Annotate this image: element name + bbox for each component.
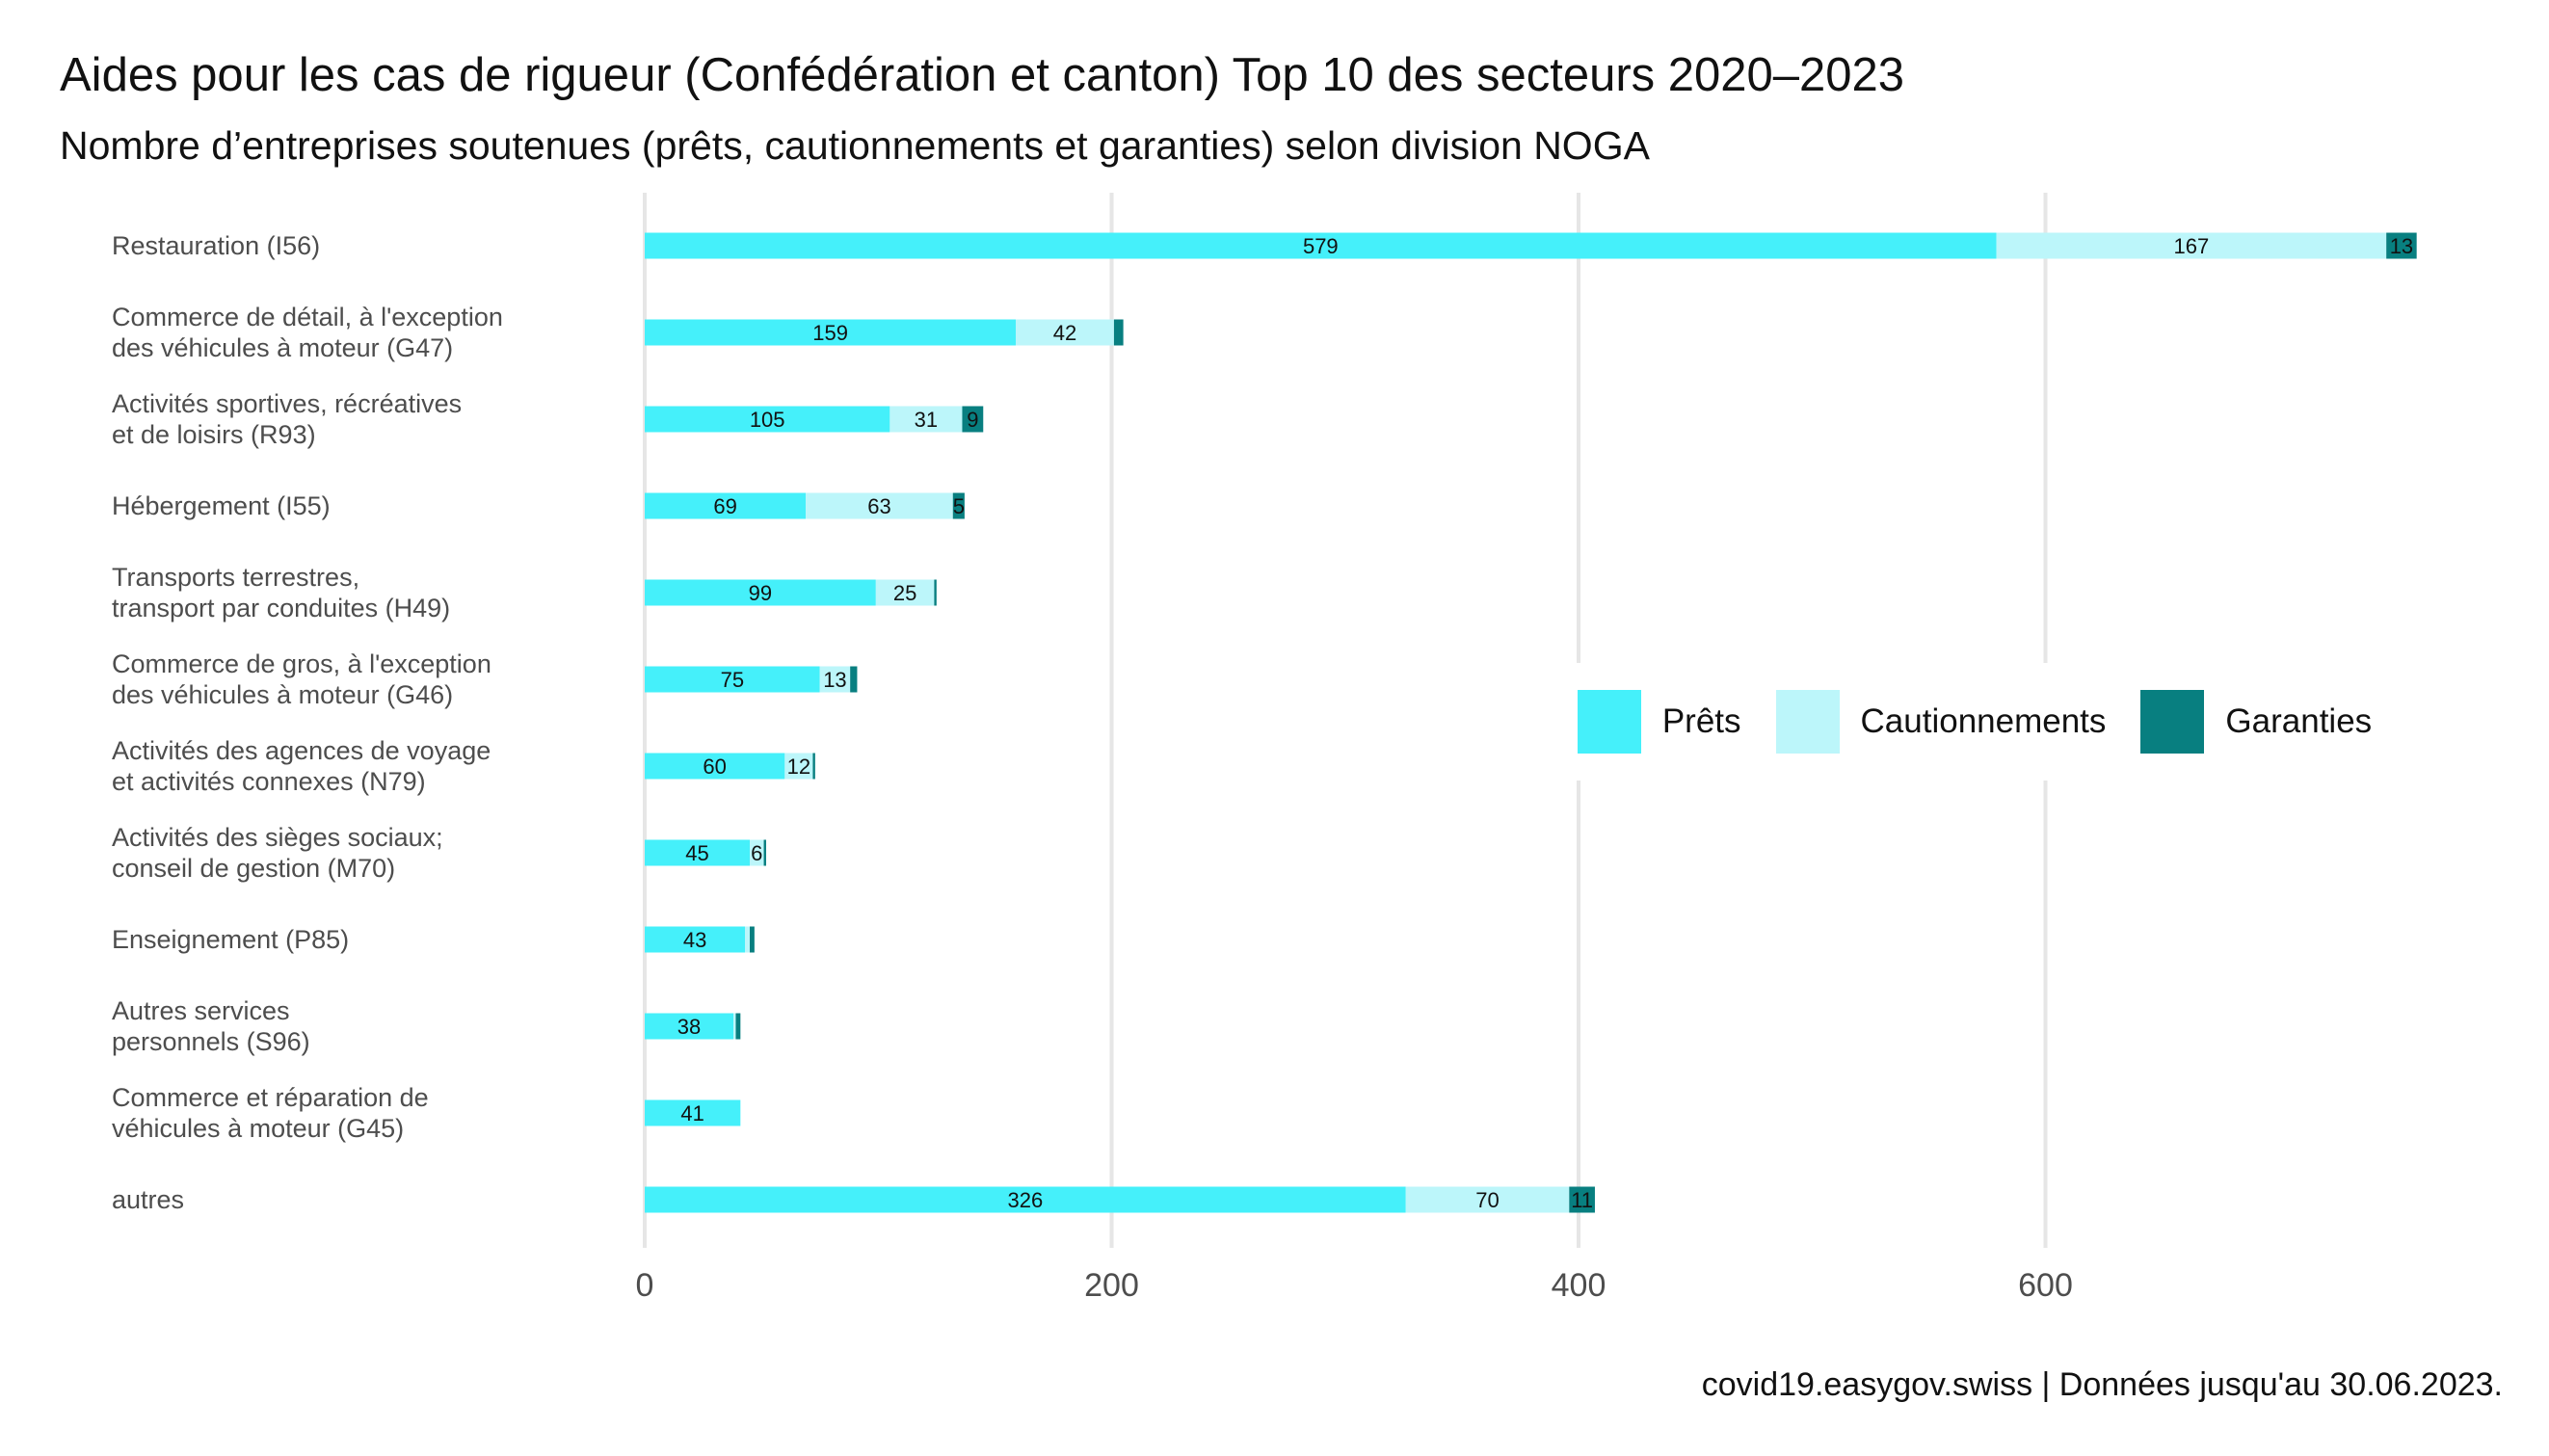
bar-value-label: 159 [812,321,848,345]
bar-segment-cautionnements [806,492,953,519]
bar-value-label: 31 [915,408,938,432]
x-tick-label: 400 [1552,1267,1606,1304]
bar-segment-cautionnements [819,666,851,693]
legend-label-cautionnements: Cautionnements [1860,702,2107,740]
bar-segment-cautionnements [733,1013,736,1040]
category-label: et de loisirs (R93) [112,420,316,449]
category-label: véhicules à moteur (G45) [112,1114,404,1143]
bar-value-label: 69 [713,494,736,518]
bar-value-label: 70 [1475,1188,1499,1212]
bar-value-label: 75 [721,668,744,692]
bar-segment-prêts [645,753,785,780]
bar-segment-cautionnements [1405,1186,1570,1213]
bar-value-label: 9 [967,408,978,432]
category-label: Transports terrestres, [112,563,359,592]
legend-swatch-cautionnements [1775,690,1840,754]
bar-value-label: 12 [787,754,810,779]
category-label: conseil de gestion (M70) [112,854,395,883]
bar-segment-garanties [812,753,815,780]
bar-value-label: 43 [683,928,706,952]
bar-segment-cautionnements [784,753,813,780]
x-tick-label: 600 [2018,1267,2073,1304]
bar-value-label: 45 [685,841,708,865]
bar-value-label: 41 [680,1101,704,1125]
legend-item-garanties: Garanties [2140,690,2372,754]
category-label: autres [112,1185,184,1214]
bar-segment-garanties [934,579,937,606]
chart-legend: Prêts Cautionnements Garanties [1548,663,2415,781]
category-label: et activités connexes (N79) [112,767,426,796]
bar-segment-garanties [1113,319,1124,346]
category-label: Activités des sièges sociaux; [112,823,443,852]
bar-segment-prêts [645,406,890,433]
category-label: des véhicules à moteur (G46) [112,680,453,709]
bar-value-label: 60 [703,754,726,779]
bar-value-label: 6 [751,841,762,865]
bar-segment-cautionnements [745,926,751,953]
category-label: Hébergement (I55) [112,491,331,520]
bar-value-label: 579 [1303,234,1339,258]
chart-subtitle: Nombre d’entreprises soutenues (prêts, c… [60,123,1650,168]
bar-segment-cautionnements [875,579,935,606]
bar-segment-cautionnements [889,406,963,433]
bar-value-label: 25 [893,581,916,605]
legend-swatch-prets [1577,690,1641,754]
bar-value-label: 13 [2390,234,2413,258]
category-label: Activités sportives, récréatives [112,389,462,418]
bar-segment-cautionnements [1996,232,2387,259]
bar-segment-garanties [850,666,858,693]
bar-segment-garanties [962,406,984,433]
legend-item-prets: Prêts [1577,690,1741,754]
category-label: Commerce et réparation de [112,1083,429,1112]
bar-segment-prêts [645,579,876,606]
bar-value-label: 99 [749,581,772,605]
legend-item-cautionnements: Cautionnements [1775,690,2107,754]
bar-value-label: 326 [1008,1188,1044,1212]
bar-value-label: 63 [867,494,890,518]
bar-segment-cautionnements [750,839,764,866]
bar-segment-garanties [735,1013,741,1040]
category-label: Restauration (I56) [112,231,320,260]
category-label: personnels (S96) [112,1027,310,1056]
bar-value-label: 38 [677,1015,701,1039]
chart-caption: covid19.easygov.swiss | Données jusqu'au… [1701,1366,2503,1403]
bar-segment-prêts [645,839,751,866]
bar-segment-prêts [645,1099,741,1126]
bar-segment-prêts [645,319,1017,346]
bar-segment-cautionnements [1016,319,1114,346]
bar-segment-prêts [645,1186,1406,1213]
category-label: transport par conduites (H49) [112,594,450,622]
bar-value-label: 105 [750,408,785,432]
bar-segment-prêts [645,492,807,519]
bar-value-label: 42 [1053,321,1076,345]
category-label: Autres services [112,996,290,1025]
legend-label-garanties: Garanties [2225,702,2373,740]
chart-title: Aides pour les cas de rigueur (Confédéra… [60,49,1905,101]
bar-segment-prêts [645,232,1997,259]
legend-label-prets: Prêts [1661,702,1741,740]
legend-swatch-garanties [2140,690,2205,754]
category-label: Commerce de détail, à l'exception [112,303,503,331]
category-label: des véhicules à moteur (G47) [112,333,453,362]
x-tick-label: 0 [636,1267,654,1304]
bar-segment-prêts [645,666,820,693]
bar-value-label: 5 [953,494,965,518]
bar-segment-garanties [952,492,965,519]
category-label: Enseignement (P85) [112,925,349,954]
bar-value-label: 167 [2174,234,2210,258]
bar-segment-prêts [645,926,746,953]
bar-segment-garanties [2386,232,2417,259]
bar-segment-garanties [750,926,755,953]
bar-segment-garanties [763,839,766,866]
x-tick-label: 200 [1084,1267,1139,1304]
category-label: Commerce de gros, à l'exception [112,649,491,678]
bar-segment-prêts [645,1013,734,1040]
category-label: Activités des agences de voyage [112,736,491,765]
bar-value-label: 13 [823,668,846,692]
bar-segment-garanties [1569,1186,1595,1213]
bar-value-label: 11 [1571,1188,1593,1212]
